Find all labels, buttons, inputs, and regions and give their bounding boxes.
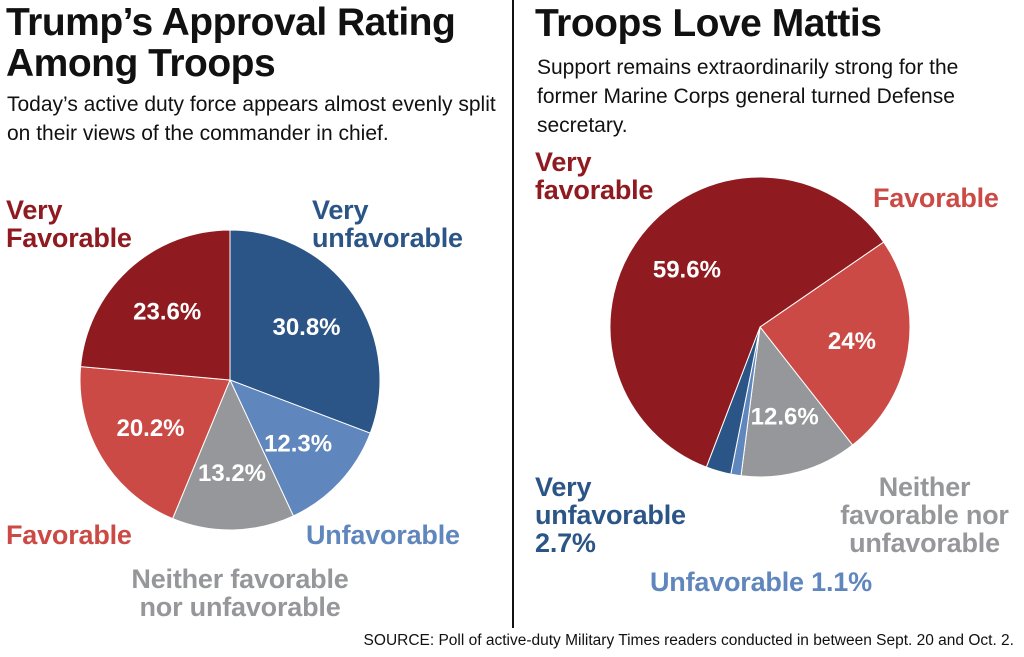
pie-slice-1 — [740, 325, 854, 478]
pie-slice-3 — [79, 366, 231, 520]
category-label-line: unfavorable — [849, 528, 1000, 558]
legend-very-unfavorable: Very unfavorable 2.7% — [535, 473, 686, 557]
slice-value-label: 23.6% — [133, 298, 201, 325]
slice-value-label: 13.2% — [198, 460, 266, 487]
category-label-line: Unfavorable — [306, 520, 460, 550]
chart-title: Trump’s Approval Rating Among Troops — [6, 1, 456, 85]
category-label-line: Very — [535, 472, 592, 502]
pie-slice-0 — [759, 241, 911, 446]
legend-unfavorable: Unfavorable 1.1% — [650, 568, 872, 596]
category-label-line: Favorable — [873, 183, 999, 213]
pie-slice-1 — [229, 379, 371, 517]
category-label-line: 2.7% — [535, 528, 596, 558]
category-label-line: Unfavorable 1.1% — [650, 567, 872, 597]
category-label-line: unfavorable — [312, 223, 463, 253]
legend-favorable: Favorable — [6, 521, 132, 549]
slice-value-label: 20.2% — [116, 415, 184, 442]
slice-value-label: 12.6% — [751, 404, 819, 431]
legend-neither: Neither favorable nor unfavorable — [70, 565, 410, 621]
legend-neither: Neither favorable nor unfavorable — [822, 473, 1024, 557]
trump-approval-panel: Trump’s Approval Rating Among Troops Tod… — [0, 0, 505, 630]
slice-value-label: 59.6% — [653, 257, 721, 284]
category-label-line: unfavorable — [535, 500, 686, 530]
pie-slice-4 — [609, 176, 885, 468]
panel-divider — [512, 0, 514, 628]
category-label-line: Favorable — [6, 223, 132, 253]
chart-title: Troops Love Mattis — [535, 2, 882, 45]
legend-very-favorable: Very Favorable — [6, 196, 132, 252]
trump-pie-chart: 30.8% 12.3% 13.2% 20.2% 23.6% — [79, 229, 381, 531]
slice-value-label: 24% — [828, 328, 876, 355]
chart-subtitle: Support remains extraordinarily strong f… — [537, 56, 959, 137]
mattis-pie-chart: 24% 12.6% 59.6% — [609, 176, 911, 478]
category-label-line: Very — [312, 195, 369, 225]
category-label-line: Neither favorable — [131, 564, 349, 594]
category-label-line: Very — [535, 147, 592, 177]
slice-value-label: 12.3% — [264, 430, 332, 457]
pie-slice-0 — [229, 229, 381, 434]
slice-value-label: 30.8% — [272, 314, 340, 341]
pie-slice-4 — [80, 229, 231, 381]
category-label-line: Neither — [878, 472, 971, 502]
pie-slice-2 — [171, 378, 295, 531]
category-label-line: favorable nor — [840, 500, 1009, 530]
mattis-panel: Troops Love Mattis Support remains extra… — [522, 0, 1024, 630]
legend-very-favorable: Very favorable — [535, 148, 653, 204]
legend-very-unfavorable: Very unfavorable — [312, 196, 463, 252]
category-label-line: Favorable — [6, 520, 132, 550]
legend-favorable: Favorable — [873, 184, 999, 212]
legend-unfavorable: Unfavorable — [306, 521, 460, 549]
category-label-line: favorable — [535, 175, 654, 205]
category-label-line: Very — [6, 195, 63, 225]
chart-subtitle: Today’s active duty force appears almost… — [7, 93, 496, 145]
source-note: SOURCE: Poll of active-duty Military Tim… — [363, 632, 1014, 649]
category-label-line: nor unfavorable — [139, 592, 341, 622]
